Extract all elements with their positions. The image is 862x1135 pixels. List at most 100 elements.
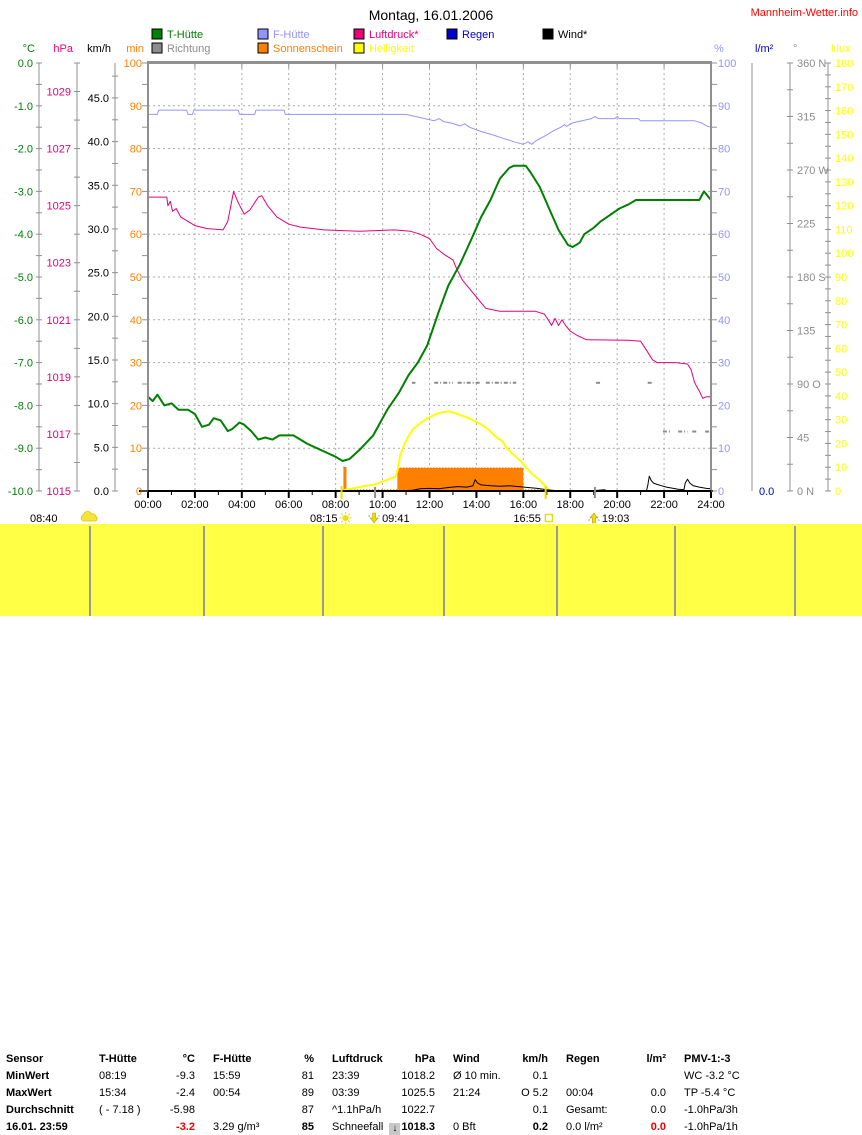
y-axis-kmh-tick-label: 30.0 <box>88 224 109 236</box>
table-header-pmv-1-3: PMV-1:-3 <box>684 1053 731 1065</box>
table-cell-value: 85 <box>301 1121 314 1133</box>
table-cell-value: -5.98 <box>169 1104 195 1116</box>
table-row-label: Durchschnitt <box>6 1104 74 1116</box>
09-41-event: 09:41 <box>368 487 410 524</box>
y-axis-kmh-tick-label: 10.0 <box>88 399 109 411</box>
y-axis-dir-unit: ° <box>793 43 797 55</box>
y-axis-klux-tick-label: 150 <box>835 129 853 141</box>
x-axis-tick-label: 02:00 <box>181 499 209 511</box>
table-divider <box>674 526 676 616</box>
y-axis-klux-tick-label: 50 <box>835 367 847 379</box>
event-time-label: 08:15 <box>310 513 338 524</box>
table-cell-info: -1.0hPa/3h <box>684 1104 738 1116</box>
y-axis-kmh-tick-label: 5.0 <box>94 442 109 454</box>
y-axis-temp-tick-label: -7.0 <box>14 358 33 370</box>
event-time-label: 09:41 <box>382 513 410 524</box>
y-axis-klux-tick-label: 120 <box>835 201 853 213</box>
y-axis-kmh-unit: km/h <box>87 43 111 55</box>
y-axis-hpa-unit: hPa <box>53 43 73 55</box>
y-axis-dir-tick-label: 0 N <box>797 486 814 498</box>
y-axis-kmh-tick-label: 0.0 <box>94 486 109 498</box>
series-luftdruck-line <box>148 190 711 399</box>
table-cell-value: 1022.7 <box>401 1104 435 1116</box>
x-axis-tick-label: 20:00 <box>603 499 631 511</box>
y-axis-hpa-tick-label: 1015 <box>47 486 71 498</box>
table-header-unit: hPa <box>414 1053 435 1065</box>
table-cell-value: 0.0 <box>650 1104 666 1116</box>
y-axis-pct-tick-label: 80 <box>718 144 730 156</box>
table-cell-value: 0.0 <box>650 1121 666 1133</box>
corner-event: 08:40 <box>30 511 98 524</box>
legend-label-sonnenschein: Sonnenschein <box>273 43 343 55</box>
y-axis-pct-tick-label: 30 <box>718 358 730 370</box>
table-cell-info: TP -5.4 °C <box>684 1087 736 1099</box>
table-cell-value: 87 <box>301 1104 314 1116</box>
series-t-h-tte-line <box>147 164 712 462</box>
y-axis-min-tick-label: 90 <box>130 101 142 113</box>
table-cell-value: 1018.2 <box>401 1070 435 1082</box>
y-axis-dir-tick-label: 270 W <box>797 165 829 177</box>
08-15-event: 08:15 <box>310 512 352 524</box>
y-axis-hpa-tick-label: 1027 <box>47 144 71 156</box>
table-header-sensor: Sensor <box>6 1053 44 1065</box>
table-cell-info: -1.0hPa/1h <box>684 1121 738 1133</box>
y-axis-hpa-tick-label: 1021 <box>47 315 71 327</box>
y-axis-klux-tick-label: 100 <box>835 248 853 260</box>
sunshine-blocks <box>342 466 548 490</box>
y-axis-pct-tick-label: 100 <box>718 58 736 70</box>
table-divider <box>794 526 796 616</box>
table-divider <box>89 526 91 616</box>
moonset-icon <box>368 512 380 524</box>
y-axis-pct-tick-label: 0 <box>718 486 724 498</box>
y-axis-hpa-tick-label: 1017 <box>47 429 71 441</box>
x-axis-tick-label: 18:00 <box>556 499 584 511</box>
y-axis-klux-tick-label: 80 <box>835 296 847 308</box>
table-divider <box>203 526 205 616</box>
legend-swatch-sonnenschein <box>257 42 269 54</box>
y-axis-pct-tick-label: 20 <box>718 400 730 412</box>
stats-table: Sensor MinWert MaxWert Durchschnitt 16.01. 2… <box>0 524 862 1135</box>
y-axis-klux-tick-label: 110 <box>835 224 853 236</box>
y-axis-temp-tick-label: 0.0 <box>18 58 33 70</box>
y-axis-kmh-tick-label: 45.0 <box>88 93 109 105</box>
table-cell-value: 1025.5 <box>401 1087 435 1099</box>
table-cell-value: 0.1 <box>532 1104 548 1116</box>
y-axis-rain-unit: l/m² <box>755 43 774 55</box>
y-axis-dir-tick-label: 45 <box>797 433 809 445</box>
table-divider <box>322 526 324 616</box>
y-axis-hpa-tick-label: 1023 <box>47 258 71 270</box>
y-axis-pct: 0 10 20 30 40 50 60 70 80 90 100% <box>711 43 736 498</box>
legend-label-t-h-tte: T-Hütte <box>167 29 203 41</box>
legend-swatch-richtung <box>151 42 163 54</box>
site-link[interactable]: Mannheim-Wetter.info <box>750 7 858 19</box>
table-cell-value: 0.1 <box>532 1070 548 1082</box>
y-axis-klux-tick-label: 30 <box>835 415 847 427</box>
legend-item-t-h-tte: T-Hütte <box>151 28 203 41</box>
y-axis-dir: 0 N 45 90 O 135 180 S 225 270 W 315 360 N° <box>787 43 829 498</box>
y-axis-pct-unit: % <box>714 43 724 55</box>
y-axis-temp-unit: °C <box>23 43 35 55</box>
x-axis-tick-label: 22:00 <box>650 499 678 511</box>
y-axis-temp-tick-label: -5.0 <box>14 272 33 284</box>
y-axis-klux-tick-label: 60 <box>835 343 847 355</box>
y-axis-min-tick-label: 80 <box>130 144 142 156</box>
y-axis-temp: -10.0 -9.0 -8.0 -7.0 -6.0 -5.0 -4.0 -3.0 -2.0 -1.… <box>8 43 42 498</box>
legend-label-richtung: Richtung <box>167 43 210 55</box>
table-divider <box>443 526 445 616</box>
table-cell-value: ↓ 1018.3 <box>324 1119 435 1135</box>
y-axis-klux-tick-label: 90 <box>835 272 847 284</box>
y-axis-klux-tick-label: 180 <box>835 58 853 70</box>
y-axis-temp-tick-label: -8.0 <box>14 400 33 412</box>
y-axis-hpa: 1015 1017 1019 1021 1023 1025 1027 1029 hPa <box>47 43 80 498</box>
y-axis-min-tick-label: 0 <box>136 486 142 498</box>
table-row-label: MinWert <box>6 1070 50 1082</box>
gridlines <box>148 63 711 491</box>
y-axis-min-tick-label: 30 <box>130 358 142 370</box>
x-axis-tick-label: 00:00 <box>134 499 162 511</box>
series-f-h-tte-line <box>148 109 712 145</box>
y-axis-min-tick-label: 60 <box>130 229 142 241</box>
legend-item-f-h-tte: F-Hütte <box>257 28 310 41</box>
moonrise-icon <box>588 512 600 524</box>
legend-item-richtung: Richtung <box>151 42 210 55</box>
legend-swatch-t-h-tte <box>151 28 163 40</box>
